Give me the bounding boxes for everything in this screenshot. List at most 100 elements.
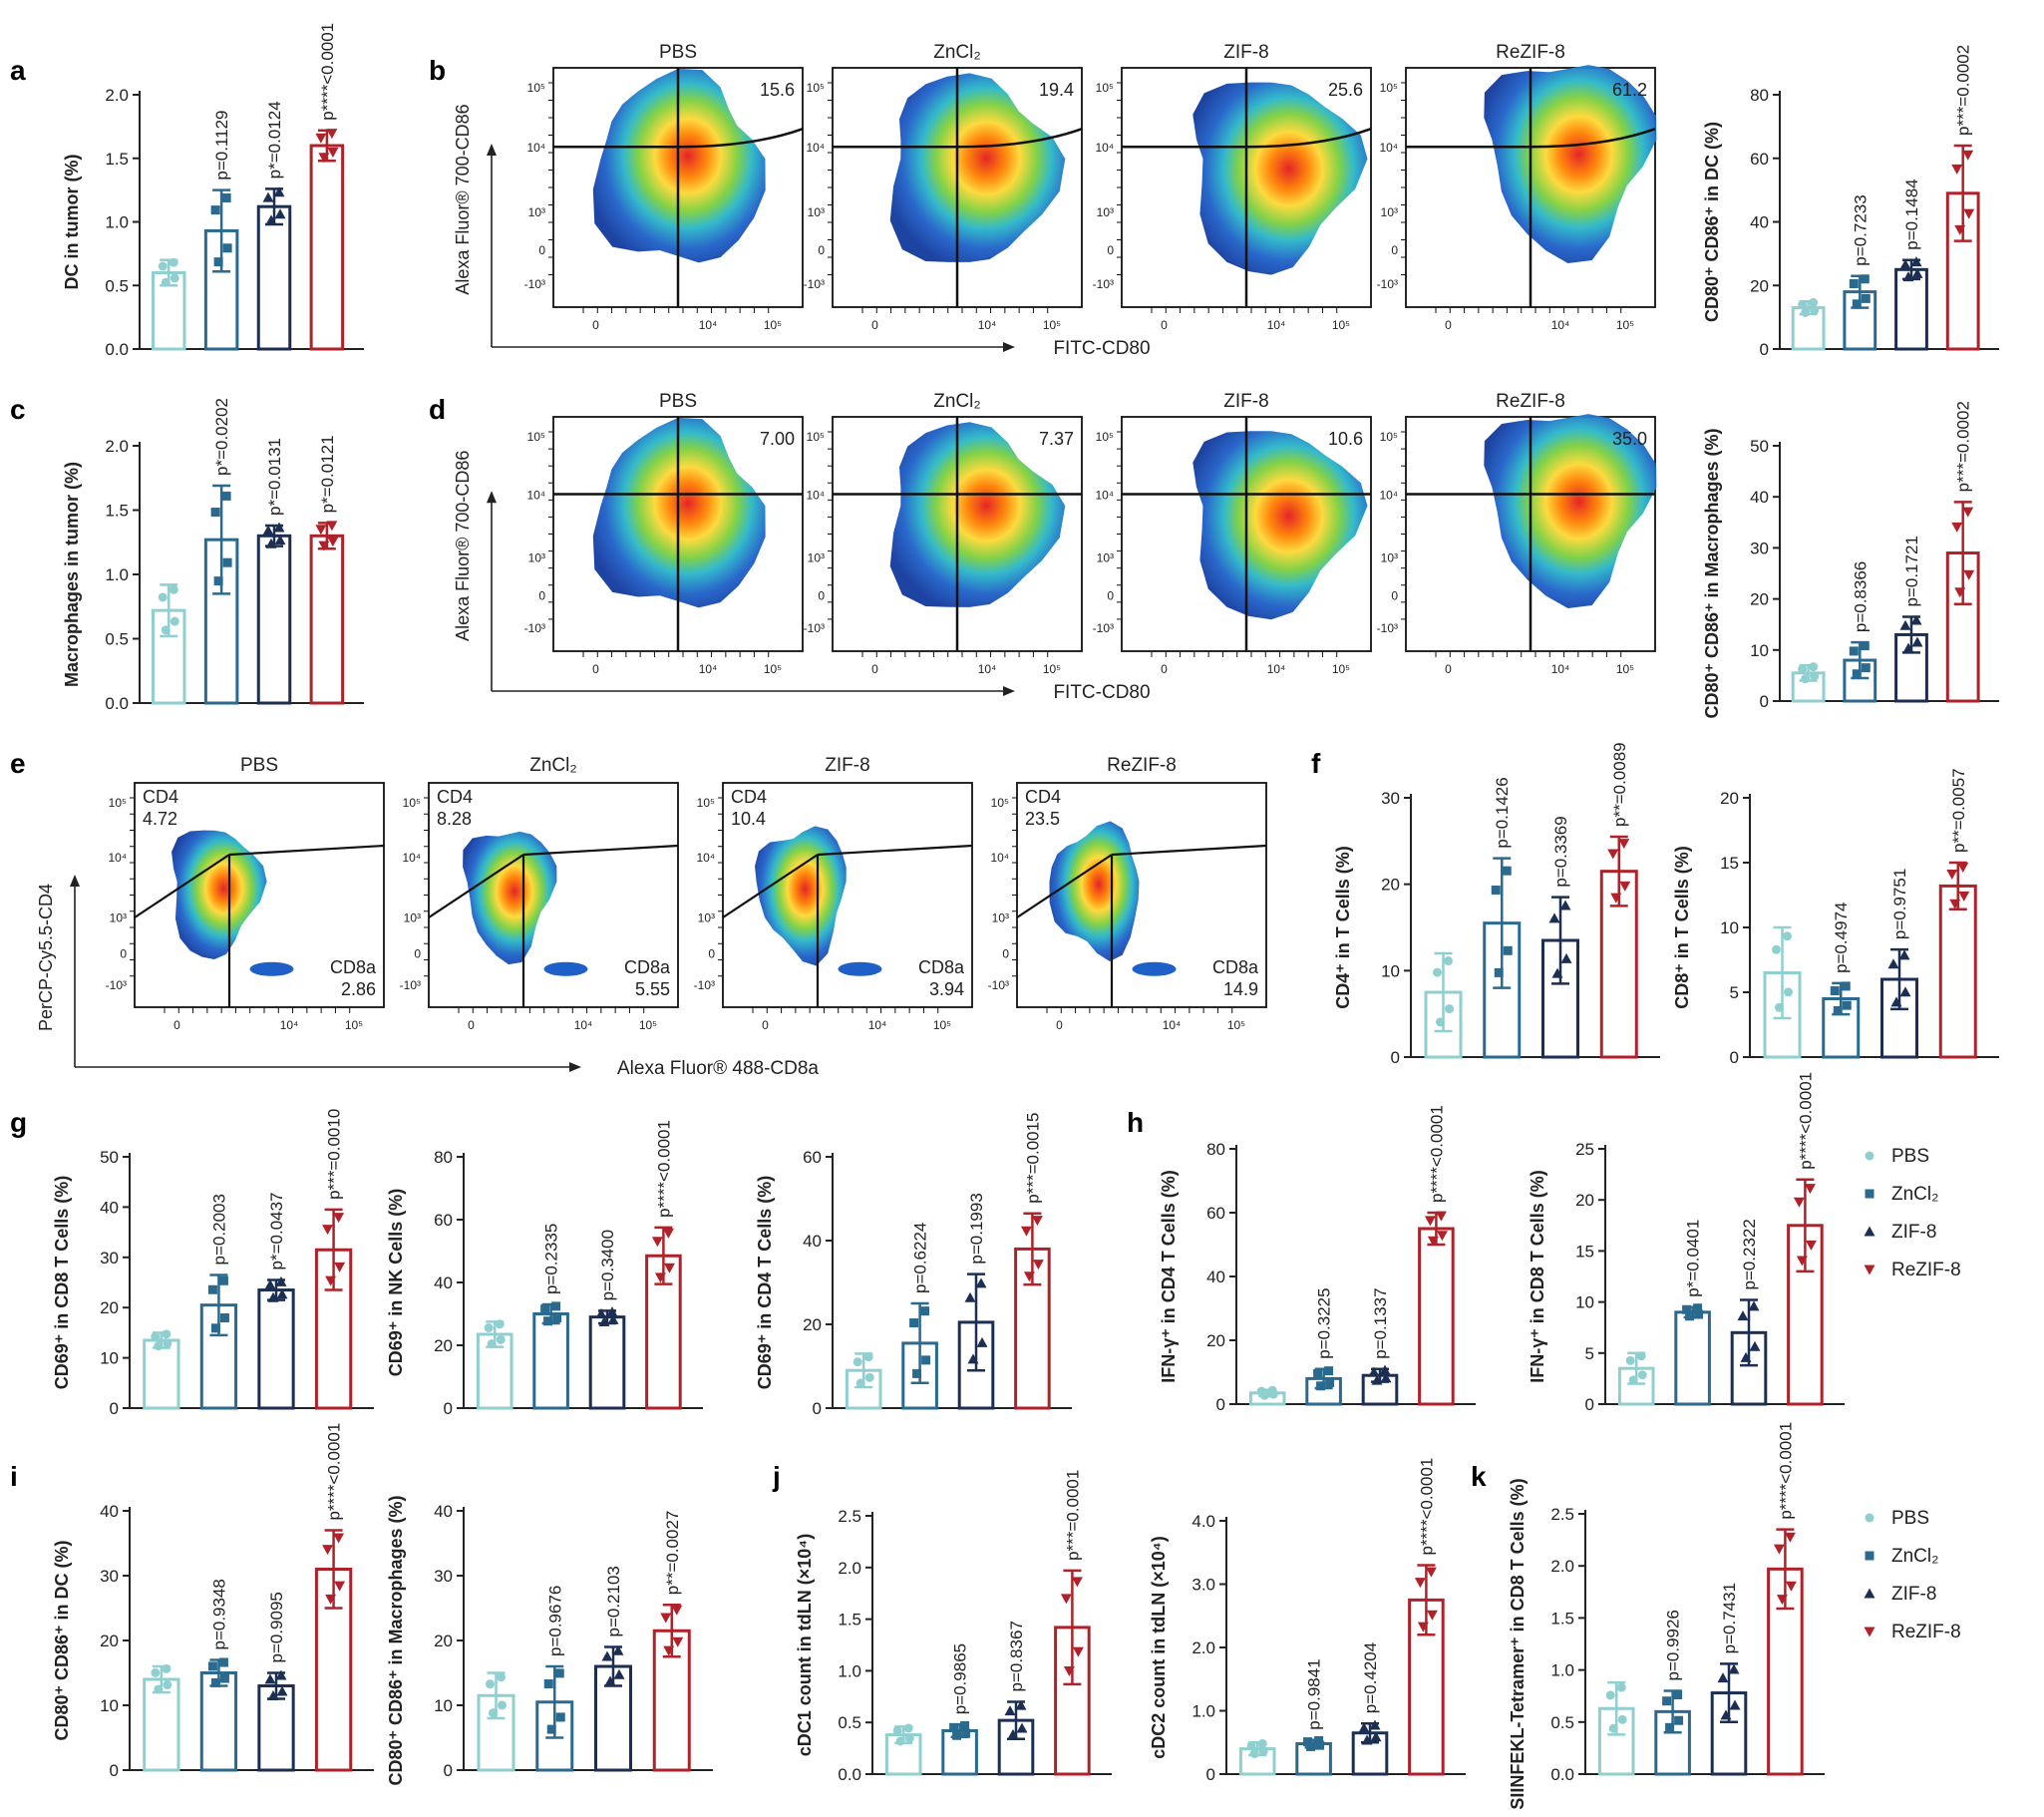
y-tick-label: 3.0 (1192, 1576, 1215, 1595)
density-blob (1049, 821, 1140, 961)
x-tick-label: 10⁴ (1551, 662, 1570, 676)
y-axis-label: Alexa Fluor® 700-CD86 (453, 104, 473, 294)
p-value-label: p=0.4204 (1361, 1642, 1380, 1713)
data-point (1380, 1372, 1392, 1383)
cd4-label: CD4 (731, 787, 767, 807)
data-point (1776, 1595, 1788, 1606)
cd4-value: 4.72 (143, 809, 177, 829)
p-value-label: p=0.7233 (1851, 194, 1870, 265)
data-point (1610, 893, 1622, 904)
data-point (543, 1679, 553, 1689)
bar (309, 534, 345, 705)
y-tick-label: 10³ (808, 205, 825, 219)
y-tick-label: -10³ (400, 978, 421, 992)
data-point (322, 1545, 334, 1556)
flow-title: ZIF-8 (825, 755, 869, 776)
y-tick-label: 80 (1750, 86, 1769, 105)
data-point (1852, 299, 1862, 309)
data-point (964, 1291, 976, 1302)
flow-title: ReZIF-8 (1496, 42, 1565, 63)
quadrant-value: 7.37 (1039, 429, 1074, 449)
cd8-label: CD8a (918, 957, 965, 977)
y-tick-label: 80 (434, 1148, 453, 1167)
data-point (163, 1680, 172, 1690)
data-point (1379, 1364, 1391, 1375)
y-tick-label: 30 (1750, 539, 1769, 557)
y-tick-label: 20 (1750, 276, 1769, 295)
data-point (1361, 1734, 1373, 1745)
flow-title: ReZIF-8 (1107, 755, 1177, 776)
y-tick-label: 20 (1206, 1331, 1225, 1350)
y-tick-label: 0 (1760, 692, 1769, 711)
x-tick-label: 10⁵ (1616, 662, 1634, 676)
panel-label: g (10, 1107, 27, 1138)
panel-label: i (10, 1461, 18, 1492)
y-axis-label: Macrophages in tumor (%) (62, 462, 82, 687)
y-arrow-head (487, 144, 497, 156)
data-point (1369, 1719, 1381, 1730)
y-tick-label: 0 (708, 947, 715, 961)
data-point (1414, 1578, 1426, 1589)
data-point (326, 129, 338, 140)
data-point (660, 1613, 672, 1624)
y-tick-label: 40 (1750, 213, 1769, 232)
data-point (276, 1685, 288, 1696)
y-tick-label: 10³ (808, 551, 825, 565)
data-point (219, 1313, 229, 1323)
data-point (540, 1304, 550, 1314)
data-point (318, 153, 330, 164)
data-point (1911, 267, 1923, 278)
data-point (210, 508, 220, 518)
data-point (892, 1725, 902, 1735)
data-point (1809, 662, 1819, 672)
data-point (1628, 1375, 1638, 1385)
y-tick-label: 30 (434, 1567, 453, 1586)
p-value-label: p****<0.0001 (1796, 1072, 1815, 1170)
data-point (895, 1736, 905, 1746)
data-point (497, 1672, 506, 1682)
y-tick-label: 10⁴ (108, 851, 127, 865)
data-point (1798, 664, 1808, 674)
legend-marker (1865, 1151, 1874, 1161)
data-point (1436, 1017, 1445, 1027)
data-point (326, 521, 338, 532)
legend-marker (1864, 1265, 1875, 1275)
x-tick-label: 10⁴ (574, 1018, 593, 1032)
data-point (552, 1313, 562, 1323)
y-tick-label: 0 (1107, 588, 1114, 602)
y-axis-label: CD80⁺ CD86⁺ in Macrophages (%) (386, 1495, 406, 1785)
p-value-label: p*=0.0131 (265, 438, 284, 516)
y-tick-label: 20 (1575, 1191, 1594, 1210)
data-point (595, 1307, 607, 1318)
x-tick-label: 10⁴ (978, 318, 997, 332)
y-tick-label: 1.5 (105, 502, 129, 521)
y-tick-label: 10 (100, 1349, 119, 1368)
data-point (543, 1316, 553, 1326)
y-tick-label: 1.5 (1550, 1609, 1574, 1628)
data-point (1371, 1374, 1383, 1385)
data-point (598, 1315, 610, 1326)
p-value-label: p=0.3400 (598, 1230, 617, 1300)
cd4-label: CD4 (437, 787, 473, 807)
y-tick-label: 60 (803, 1148, 822, 1167)
y-tick-label: 20 (803, 1315, 822, 1334)
y-tick-label: 10⁵ (527, 81, 545, 95)
density-blob (463, 831, 557, 965)
y-tick-label: 2.5 (1550, 1505, 1574, 1524)
x-tick-label: 10⁴ (1551, 318, 1570, 332)
x-axis-label: FITC-CD80 (1053, 682, 1150, 703)
y-tick-label: 60 (434, 1211, 453, 1230)
x-tick-label: 0 (1161, 318, 1168, 332)
cd4-value: 10.4 (731, 809, 766, 829)
bar (256, 534, 292, 705)
p-value-label: p**=0.0057 (1949, 768, 1968, 853)
y-tick-label: -10³ (988, 978, 1009, 992)
data-point (852, 1357, 862, 1367)
data-point (1665, 1722, 1675, 1732)
y-tick-label: 2.0 (838, 1559, 861, 1578)
bar-chart-k: 0.0 0.5 1.0 1.5 2.0 2.5 SIINFEKL-Tetramer⁺ in … (1508, 1422, 1825, 1810)
y-tick-label: 10⁵ (1096, 81, 1114, 95)
data-point (154, 1684, 164, 1694)
legend-label: ZIF-8 (1891, 1222, 1936, 1243)
